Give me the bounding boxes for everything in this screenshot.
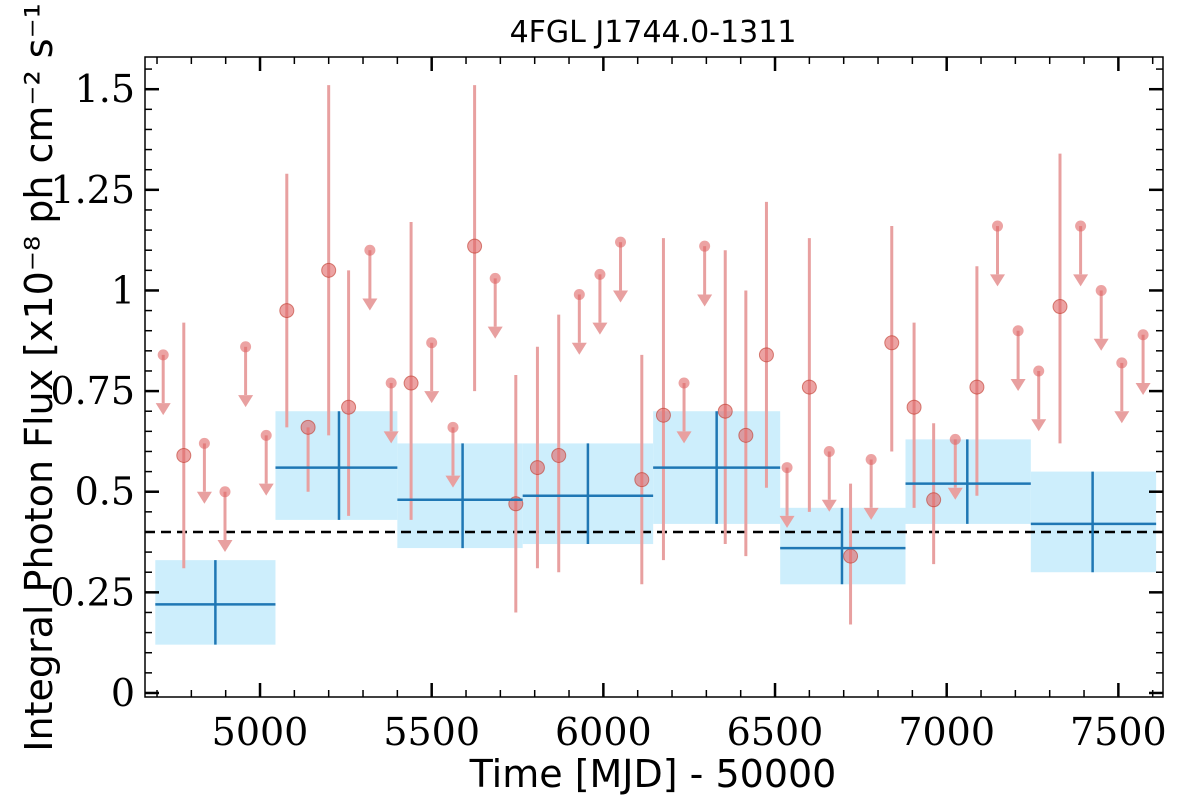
bin-error-box <box>397 443 523 549</box>
upper-limit-marker <box>615 236 627 248</box>
detection-marker <box>341 399 357 415</box>
upper-limit-marker <box>157 349 169 361</box>
detection-marker <box>655 407 671 423</box>
chart-title: 4FGL J1744.0-1311 <box>510 15 797 50</box>
detection-marker <box>738 427 754 443</box>
plot-frame <box>144 56 1164 698</box>
upper-limit-arrowhead <box>362 298 378 311</box>
upper-limit-marker <box>781 462 793 474</box>
upper-limit-arrowhead <box>1135 383 1151 396</box>
detection-marker <box>321 262 337 278</box>
detection-marker <box>529 460 545 476</box>
upper-limit-arrowhead <box>947 487 963 500</box>
detection-marker <box>801 379 817 395</box>
detection-marker <box>176 447 192 463</box>
upper-limit-arrowhead <box>821 499 837 512</box>
upper-limit-arrowhead <box>863 507 879 520</box>
y-axis: 0 0.25 0.5 0.75 1 1.25 1.5 <box>50 67 1163 715</box>
y-tick-label: 1.25 <box>50 168 135 212</box>
upper-limit-marker <box>489 272 501 284</box>
upper-limit-arrowhead <box>697 294 713 307</box>
upper-limit-marker <box>992 220 1004 232</box>
detection-marker <box>969 379 985 395</box>
y-tick-label: 1.5 <box>75 67 135 111</box>
plot-area <box>145 85 1163 645</box>
upper-limit-arrowhead <box>217 540 233 553</box>
y-axis-title: Integral Photon Flux [x10⁻⁸ ph cm⁻² s⁻¹] <box>17 0 61 752</box>
upper-limit-marker <box>1033 365 1045 377</box>
upper-limit-arrowhead <box>779 515 795 528</box>
upper-limit-arrowhead <box>155 403 171 416</box>
upper-limit-marker <box>1116 357 1128 369</box>
upper-limit-arrowhead <box>383 431 399 444</box>
y-tick-label: 0.75 <box>50 369 135 413</box>
upper-limit-arrowhead <box>571 342 587 355</box>
upper-limit-arrowhead <box>1093 338 1109 351</box>
upper-limit-marker <box>198 437 210 449</box>
upper-limit-arrowhead <box>445 475 461 488</box>
y-tick-label: 0.5 <box>75 470 135 514</box>
upper-limit-marker <box>594 268 606 280</box>
x-tick-label: 6500 <box>727 710 824 754</box>
upper-limit-arrowhead <box>1010 379 1026 392</box>
detection-marker <box>906 399 922 415</box>
upper-limit-marker <box>364 244 376 256</box>
upper-limit-marker <box>219 486 231 498</box>
upper-limit-arrowhead <box>258 483 274 496</box>
detection-marker <box>926 492 942 508</box>
detection-marker <box>634 472 650 488</box>
upper-limit-arrowhead <box>676 431 692 444</box>
upper-limit-marker <box>426 337 438 349</box>
upper-limit-marker <box>1137 329 1149 341</box>
detection-marker <box>551 447 567 463</box>
upper-limit-arrowhead <box>990 274 1006 287</box>
y-tick-label: 1 <box>111 268 135 312</box>
x-tick-label: 5000 <box>212 710 309 754</box>
upper-limit-arrowhead <box>487 326 503 339</box>
x-tick-label: 6000 <box>555 710 652 754</box>
upper-limit-arrowhead <box>1031 419 1047 432</box>
detection-marker <box>467 238 483 254</box>
bin-error-box <box>275 411 398 520</box>
upper-limit-arrowhead <box>1073 274 1089 287</box>
detection-marker <box>843 548 859 564</box>
upper-limit-arrowhead <box>196 491 212 504</box>
upper-limit-marker <box>447 421 459 433</box>
upper-limit-arrowhead <box>424 391 440 404</box>
upper-limit-marker <box>573 288 585 300</box>
upper-limit-arrowhead <box>592 322 608 335</box>
upper-limit-marker <box>1075 220 1087 232</box>
upper-limit-marker <box>678 377 690 389</box>
upper-limit-marker <box>385 377 397 389</box>
upper-limit-marker <box>699 240 711 252</box>
detection-marker <box>758 347 774 363</box>
detection-marker <box>717 403 733 419</box>
upper-limit-arrowhead <box>613 290 629 303</box>
y-tick-label: 0 <box>111 671 135 715</box>
x-axis-title: Time [MJD] - 50000 <box>469 752 837 796</box>
detection-marker <box>403 375 419 391</box>
x-axis: 5000 5500 6000 6500 7000 7500 <box>156 57 1167 754</box>
upper-limit-marker <box>865 454 877 466</box>
upper-limit-marker <box>260 429 272 441</box>
x-tick-label: 7000 <box>898 710 995 754</box>
detection-marker <box>1052 299 1068 315</box>
detection-marker <box>884 335 900 351</box>
upper-limit-arrowhead <box>1114 411 1130 424</box>
x-tick-label: 5500 <box>383 710 480 754</box>
detection-marker <box>300 419 316 435</box>
upper-limit-marker <box>823 445 835 457</box>
x-tick-label: 7500 <box>1070 710 1167 754</box>
y-tick-label: 0.25 <box>50 570 135 614</box>
upper-limit-arrowhead <box>238 395 254 408</box>
upper-limit-marker <box>1012 325 1024 337</box>
upper-limit-marker <box>949 433 961 445</box>
upper-limit-marker <box>240 341 252 353</box>
detection-marker <box>279 303 295 319</box>
upper-limit-marker <box>1095 284 1107 296</box>
